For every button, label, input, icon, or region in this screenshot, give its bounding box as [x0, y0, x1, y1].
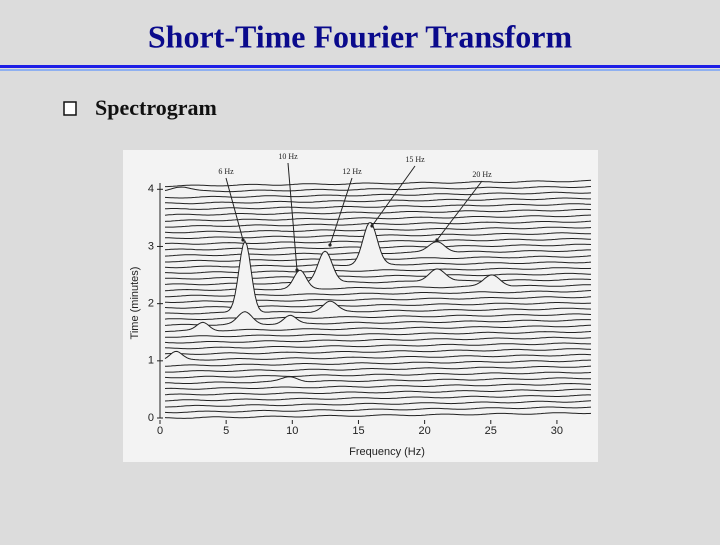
trace: [165, 220, 592, 228]
trace: [164, 330, 592, 338]
trace-fill: [165, 337, 592, 346]
trace: [164, 342, 591, 350]
x-tick-label: 20: [418, 425, 430, 437]
trace: [164, 186, 592, 193]
trace-fill: [165, 360, 592, 369]
trace-fill: [165, 241, 592, 317]
trace: [164, 350, 592, 361]
trace: [165, 267, 592, 274]
annotation: 10 Hz: [278, 152, 298, 161]
trace: [164, 388, 592, 396]
arrow-head: [295, 268, 299, 272]
annotation-arrow: [287, 162, 298, 271]
trace: [164, 348, 592, 355]
x-tick-label: 5: [223, 425, 229, 437]
trace: [164, 394, 592, 402]
trace-fill: [165, 322, 592, 334]
annotation-arrow: [371, 165, 416, 227]
trace-fill: [165, 222, 592, 271]
trace-fill: [165, 366, 592, 375]
trace-fill: [165, 186, 592, 195]
trace: [164, 359, 591, 367]
trace: [165, 179, 592, 188]
y-tick-label: 0: [148, 412, 154, 424]
y-tick-label: 3: [148, 240, 154, 252]
title-rule-light: [0, 69, 720, 71]
annotation-arrow: [329, 177, 353, 246]
trace: [165, 365, 592, 373]
trace: [165, 400, 592, 408]
slide-title: Short-Time Fourier Transform: [148, 18, 573, 54]
trace: [164, 406, 592, 414]
trace-fill: [165, 407, 592, 416]
trace-fill: [165, 412, 592, 421]
trace-fill: [165, 313, 592, 323]
x-tick-label: 10: [286, 425, 298, 437]
y-tick-label: 2: [148, 298, 154, 310]
x-tick-label: 15: [352, 425, 364, 437]
trace: [164, 226, 592, 234]
trace: [164, 412, 592, 419]
trace-fill: [165, 203, 592, 213]
trace-fill: [165, 348, 592, 358]
trace-fill: [165, 270, 592, 294]
trace-fill: [165, 400, 592, 410]
x-tick-label: 25: [485, 425, 497, 437]
arrow-head: [435, 238, 439, 242]
trace-fill: [165, 302, 592, 311]
title-rule: [0, 65, 720, 68]
trace: [164, 203, 592, 210]
x-tick-label: 30: [551, 425, 563, 437]
axes: 0 1 2 3 4 0 5 10 15 20 25 30 Frequency (Hz) Time (min…: [129, 152, 563, 458]
trace-fill: [165, 372, 592, 381]
trace: [164, 191, 592, 199]
y-tick-label: 1: [148, 355, 154, 367]
x-tick-label: 0: [157, 425, 163, 437]
trace: [165, 272, 591, 280]
trace: [164, 311, 592, 326]
trace: [164, 376, 591, 384]
trace-fill: [165, 215, 592, 224]
annotation-arrow: [225, 177, 244, 241]
trace-fill: [165, 389, 592, 398]
trace-fill: [165, 296, 592, 305]
trace: [165, 232, 591, 239]
trace-fill: [165, 241, 592, 259]
waterfall: [164, 179, 592, 421]
trace: [164, 371, 592, 379]
y-tick-label: 4: [148, 183, 154, 195]
x-axis-label: Frequency (Hz): [349, 446, 425, 458]
trace-fill: [165, 331, 592, 340]
trace: [165, 239, 592, 315]
bullet-box: [63, 101, 77, 116]
trace-fill: [165, 251, 592, 288]
arrow-head: [328, 243, 332, 247]
annotation: 15 Hz: [405, 155, 425, 164]
trace-fill: [165, 376, 592, 387]
trace: [164, 336, 592, 344]
arrow-head: [241, 238, 245, 242]
arrow-head: [370, 224, 374, 228]
trace-fill: [165, 180, 592, 189]
bullet-text: Spectrogram: [95, 95, 217, 120]
trace: [164, 250, 592, 286]
trace: [165, 197, 591, 205]
annotation-arrow: [436, 180, 483, 241]
trace-fill: [165, 192, 592, 201]
y-axis-label: Time (minutes): [129, 267, 141, 340]
trace-fill: [165, 311, 592, 329]
annotation: 6 Hz: [218, 167, 234, 176]
trace-fill: [165, 221, 592, 230]
trace: [164, 382, 592, 390]
trace-fill: [165, 227, 592, 236]
trace: [164, 222, 592, 269]
trace-fill: [165, 290, 592, 300]
trace-fill: [165, 351, 592, 363]
annotation: 12 Hz: [342, 167, 362, 176]
annotation: 20 Hz: [472, 170, 492, 179]
trace: [164, 321, 591, 333]
trace-fill: [165, 383, 592, 392]
